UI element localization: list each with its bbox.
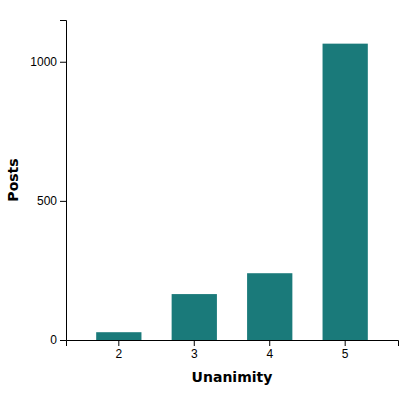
x-tick-mark [118, 340, 119, 346]
bar [172, 294, 217, 340]
x-tick: 4 [266, 340, 273, 361]
y-axis: 0 500 1000 [30, 21, 66, 348]
y-tick-label: 500 [37, 194, 57, 208]
x-axis: 2 3 4 5 [67, 340, 399, 361]
bar [323, 44, 368, 340]
y-tick-mark [60, 340, 66, 341]
y-tick-mark [60, 201, 66, 202]
x-tick-mark [269, 340, 270, 346]
bar [96, 332, 141, 340]
chart-container: 2 3 4 5 0 500 1000 Unanimity Posts [0, 0, 418, 396]
y-tick: 0 [50, 333, 66, 347]
y-tick-label: 1000 [30, 55, 57, 69]
x-tick: 3 [191, 340, 198, 361]
bar [247, 273, 292, 340]
x-tick-label: 3 [191, 347, 198, 361]
y-tick: 1000 [30, 55, 66, 69]
y-tick-label: 0 [50, 333, 57, 347]
x-tick-label: 5 [342, 347, 349, 361]
y-axis-title: Posts [5, 158, 21, 201]
x-axis-title: Unanimity [192, 369, 273, 385]
x-tick-mark [345, 340, 346, 346]
y-tick: 500 [37, 194, 66, 208]
x-tick: 5 [342, 340, 349, 361]
y-tick-mark [60, 62, 66, 63]
x-tick-label: 2 [115, 347, 122, 361]
x-tick-mark [194, 340, 195, 346]
plot: 2 3 4 5 0 500 1000 [30, 21, 398, 361]
chart-svg: 2 3 4 5 0 500 1000 Unanimity Posts [0, 0, 418, 396]
x-tick-label: 4 [266, 347, 273, 361]
x-axis-line [67, 341, 399, 347]
bars [96, 44, 368, 340]
y-axis-line [60, 21, 67, 341]
x-tick: 2 [115, 340, 122, 361]
